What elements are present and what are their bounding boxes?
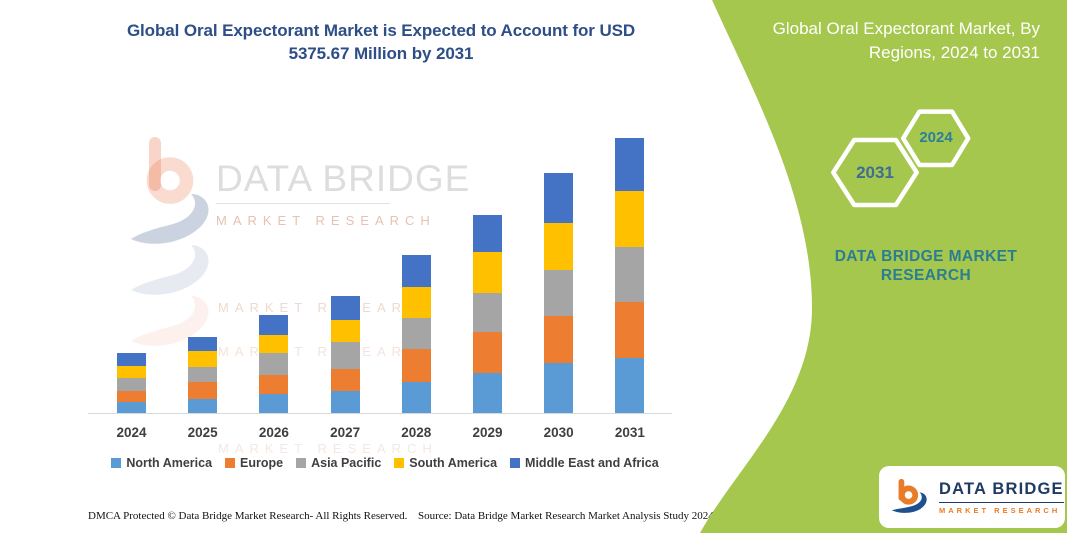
legend-swatch-icon (510, 458, 521, 468)
bar-segment-2027-asia-pacific (330, 342, 360, 369)
panel-brand-line2: RESEARCH (880, 267, 972, 284)
bar-segment-2024-asia-pacific (117, 378, 146, 391)
bar-segment-2031-south-america (615, 191, 645, 247)
legend-item-asia-pacific: Asia Pacific (296, 456, 381, 470)
bar-segment-2030-europe (544, 316, 574, 363)
bar-segment-2025-north-america (188, 399, 218, 413)
panel-brand: DATA BRIDGE MARKET RESEARCH (790, 247, 1062, 285)
legend: North America Europe Asia Pacific South Ame… (70, 456, 700, 470)
legend-label: Asia Pacific (311, 456, 382, 470)
x-axis-label-2026: 2026 (258, 425, 289, 440)
bar-segment-2025-asia-pacific (188, 367, 218, 383)
bar-segment-2030-south-america (544, 222, 574, 270)
legend-label: South America (409, 456, 498, 470)
legend-item-north-america: North America (111, 456, 212, 470)
bar-segment-2026-middle-east-and-africa (259, 314, 289, 335)
bar-segment-2031-europe (615, 301, 645, 358)
legend-item-south-america: South America (394, 456, 497, 470)
panel-title-line2: Regions, 2024 to 2031 (868, 43, 1040, 62)
hexagon-year-2031: 2031 (856, 163, 894, 182)
x-axis-label-2027: 2027 (330, 425, 361, 440)
panel-title-line1: Global Oral Expectorant Market, By (772, 19, 1040, 38)
bar-segment-2029-asia-pacific (473, 293, 502, 333)
hexagon-year-2024: 2024 (919, 129, 953, 146)
bar-segment-2031-asia-pacific (615, 246, 645, 302)
bar-segment-2024-south-america (117, 366, 146, 379)
legend-swatch-icon (225, 458, 236, 468)
legend-item-middle-east-and-africa: Middle East and Africa (510, 456, 659, 470)
logo-card-text: DATA BRIDGE MARKET RESEARCH (939, 480, 1064, 515)
bar-segment-2026-south-america (259, 334, 289, 354)
bar-segment-2027-south-america (330, 320, 360, 343)
bar-segment-2027-north-america (330, 390, 360, 413)
bar-segment-2029-south-america (473, 252, 502, 294)
bar-segment-2030-asia-pacific (544, 269, 574, 317)
bar-segment-2025-europe (188, 382, 218, 399)
footer-dmca: DMCA Protected © Data Bridge Market Rese… (88, 510, 408, 522)
chart-title: Global Oral Expectorant Market is Expect… (95, 19, 667, 65)
legend-label: Middle East and Africa (525, 456, 659, 470)
bar-segment-2031-middle-east-and-africa (615, 137, 645, 192)
x-axis-label-2029: 2029 (472, 425, 503, 440)
bar-segment-2025-south-america (188, 351, 218, 368)
x-axis-label-2031: 2031 (614, 425, 645, 440)
bar-segment-2028-middle-east-and-africa (401, 254, 431, 287)
bar-segment-2027-europe (330, 368, 360, 391)
bar-segment-2030-north-america (544, 362, 574, 413)
bar-segment-2026-asia-pacific (259, 353, 289, 375)
logo-card: DATA BRIDGE MARKET RESEARCH (879, 466, 1065, 528)
x-axis-line (88, 413, 672, 414)
bar-segment-2029-north-america (473, 372, 502, 413)
bar-segment-2028-north-america (401, 382, 431, 413)
footer-source: Source: Data Bridge Market Research Mark… (418, 510, 714, 522)
legend-swatch-icon (296, 458, 307, 468)
bar-segment-2031-north-america (615, 357, 645, 413)
bar-segment-2027-middle-east-and-africa (330, 295, 360, 320)
chart-title-line2: 5375.67 Million by 2031 (288, 44, 474, 63)
legend-swatch-icon (394, 458, 405, 468)
bar-segment-2028-asia-pacific (401, 317, 431, 350)
x-axis-label-2025: 2025 (187, 425, 218, 440)
bar-segment-2029-europe (473, 332, 502, 373)
bar-segment-2030-middle-east-and-africa (544, 172, 574, 223)
bar-segment-2028-europe (401, 349, 431, 382)
legend-label: Europe (240, 456, 284, 470)
legend-label: North America (126, 456, 213, 470)
logo-card-brand: DATA BRIDGE (939, 480, 1064, 503)
logo-card-subtitle: MARKET RESEARCH (939, 505, 1061, 515)
bar-segment-2024-europe (117, 390, 146, 402)
chart-title-line1: Global Oral Expectorant Market is Expect… (126, 21, 636, 40)
x-axis-label-2024: 2024 (116, 425, 147, 440)
bar-segment-2026-europe (259, 374, 289, 394)
bar-segment-2026-north-america (259, 393, 289, 413)
data-bridge-logo-icon (891, 478, 927, 513)
x-axis-label-2028: 2028 (401, 425, 432, 440)
bar-segment-2029-middle-east-and-africa (473, 214, 502, 253)
x-axis-label-2030: 2030 (543, 425, 574, 440)
panel-brand-line1: DATA BRIDGE MARKET (834, 248, 1018, 265)
legend-swatch-icon (111, 458, 122, 468)
bar-segment-2024-north-america (117, 401, 146, 413)
legend-item-europe: Europe (225, 456, 283, 470)
panel-title: Global Oral Expectorant Market, By Regio… (720, 17, 1040, 65)
bar-segment-2028-south-america (401, 286, 431, 318)
hexagons-icon (831, 109, 971, 208)
bar-segment-2024-middle-east-and-africa (117, 353, 146, 367)
bar-segment-2025-middle-east-and-africa (188, 337, 218, 352)
